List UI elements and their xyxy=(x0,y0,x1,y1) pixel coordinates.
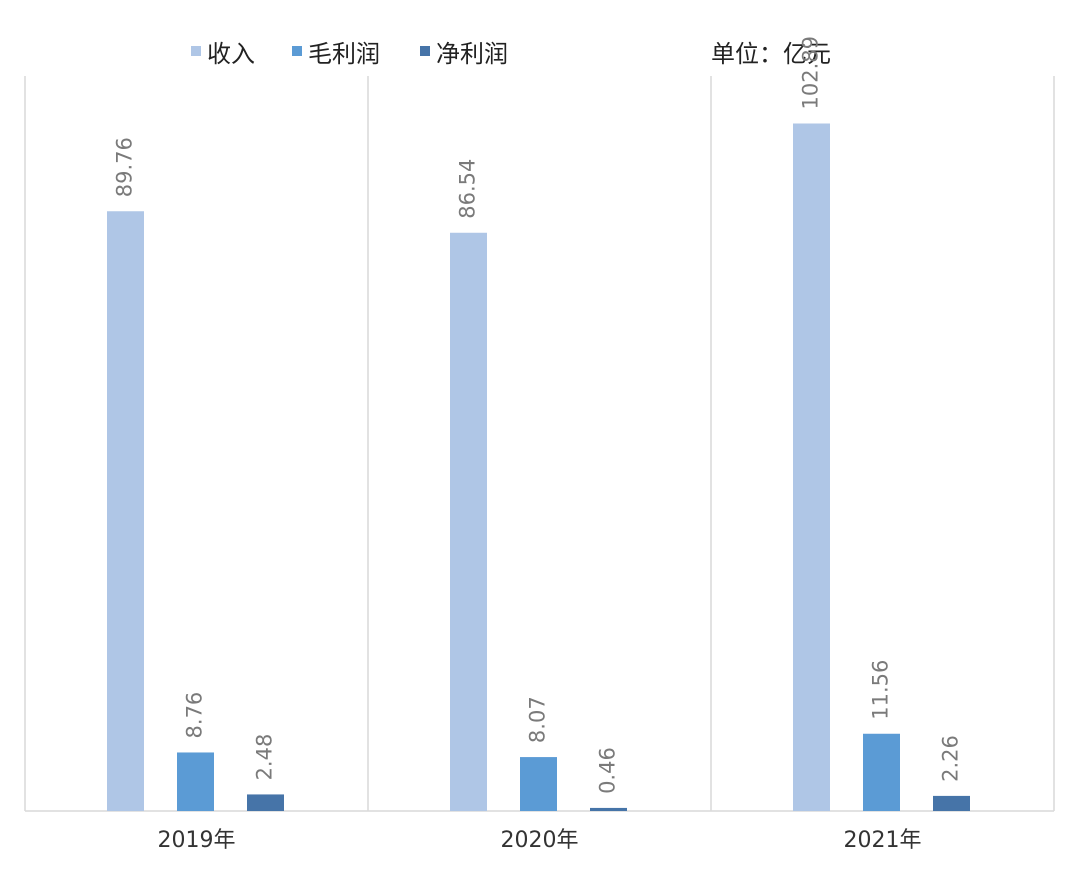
value-label-2019年-净利润: 2.48 xyxy=(253,734,277,781)
unit-label: 单位：亿元 xyxy=(711,40,831,68)
legend-swatch-3 xyxy=(420,46,430,56)
value-label-2019年-毛利润: 8.76 xyxy=(183,692,207,739)
bar-2021年-净利润 xyxy=(933,795,970,811)
legend-swatch-1 xyxy=(191,46,201,56)
bar-2021年-收入 xyxy=(793,123,830,811)
value-label-2021年-收入: 102.89 xyxy=(799,36,823,109)
legend-label-3: 净利润 xyxy=(436,40,508,68)
bar-2020年-收入 xyxy=(450,232,487,812)
category-label-3: 2021年 xyxy=(844,828,922,853)
value-label-2021年-毛利润: 11.56 xyxy=(869,660,893,720)
category-label-1: 2019年 xyxy=(158,828,236,853)
category-labels-group: 2019年 2020年 2021年 xyxy=(158,828,922,853)
legend: 收入 毛利润 净利润 xyxy=(191,40,508,68)
value-label-2020年-收入: 86.54 xyxy=(456,159,480,219)
bars-group xyxy=(107,123,970,812)
bar-2019年-收入 xyxy=(107,211,144,812)
value-label-2020年-净利润: 0.46 xyxy=(596,747,620,794)
legend-swatch-2 xyxy=(292,46,302,56)
bar-2021年-毛利润 xyxy=(863,733,900,811)
legend-label-1: 收入 xyxy=(207,40,255,68)
bar-2020年-毛利润 xyxy=(520,757,557,811)
value-label-2020年-毛利润: 8.07 xyxy=(526,696,550,743)
bar-2019年-净利润 xyxy=(247,794,284,811)
bar-2019年-毛利润 xyxy=(177,752,214,811)
value-label-2019年-收入: 89.76 xyxy=(113,137,137,197)
value-labels-group: 89.76 8.76 2.48 86.54 8.07 0.46 102.89 11.56 2.2… xyxy=(113,36,963,794)
category-label-2: 2020年 xyxy=(501,828,579,853)
legend-label-2: 毛利润 xyxy=(308,40,380,68)
bar-2020年-净利润 xyxy=(590,807,627,811)
value-label-2021年-净利润: 2.26 xyxy=(939,735,963,782)
